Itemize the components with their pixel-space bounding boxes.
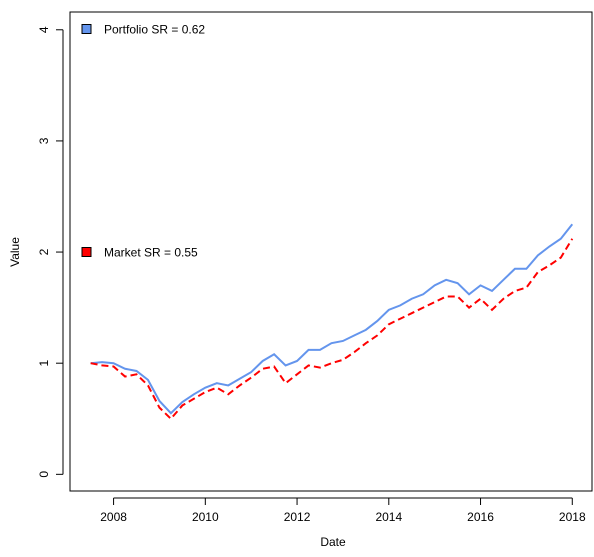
x-tick-label: 2012 [284,510,311,524]
x-tick-label: 2016 [467,510,494,524]
y-tick-label: 0 [37,471,51,478]
x-tick-label: 2014 [375,510,402,524]
y-tick-label: 2 [37,248,51,255]
legend-swatch [81,247,92,257]
legend-label: Market SR = 0.55 [104,246,198,260]
y-tick-label: 4 [37,26,51,33]
series-line [90,223,574,415]
series-line [90,238,574,421]
y-tick-label: 3 [37,137,51,144]
y-axis-label: Value [8,237,22,267]
plot-box [69,11,593,492]
x-tick-label: 2018 [559,510,586,524]
y-tick-label: 1 [37,360,51,367]
x-tick-label: 2010 [192,510,219,524]
legend-swatch [81,24,92,34]
x-axis-label: Date [320,535,346,549]
x-tick-label: 2008 [100,510,127,524]
legend-label: Portfolio SR = 0.62 [104,23,205,37]
